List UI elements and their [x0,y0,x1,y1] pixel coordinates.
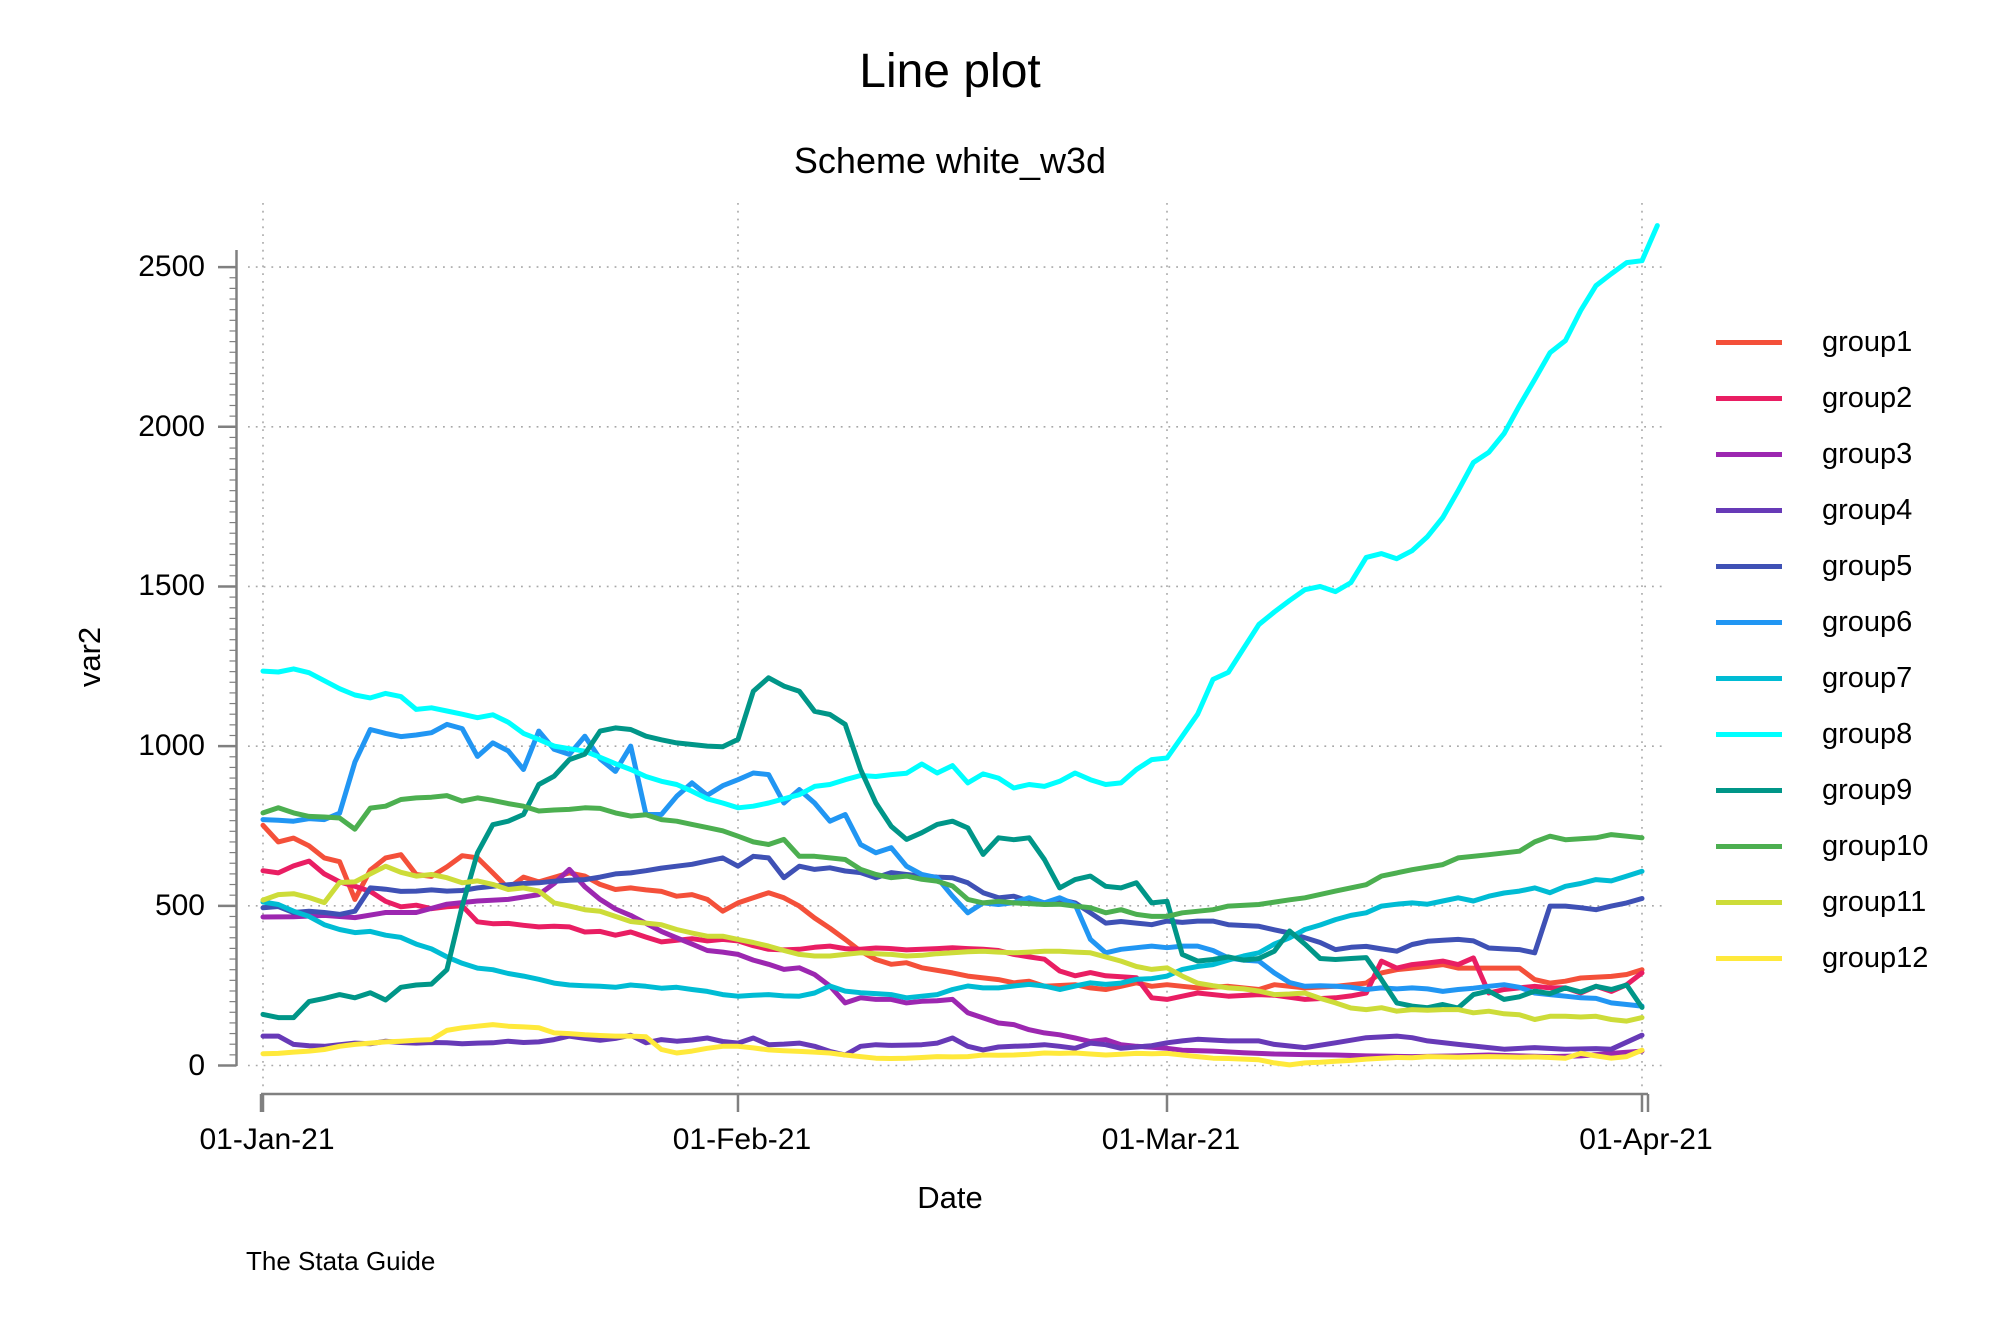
series-line-group1 [260,822,1645,992]
series-line-group2 [260,858,1645,1002]
y-tick-label-2500: 2500 [138,250,205,284]
x-tick-label-01-Feb-21: 01-Feb-21 [672,1123,812,1156]
y-tick-label-1000: 1000 [138,729,205,763]
legend-label-group3: group3 [1822,437,1913,470]
legend-swatch-group3 [1716,451,1782,457]
legend-item-group2: group2 [1716,376,1912,420]
legend-label-group12: group12 [1822,941,1929,974]
legend-label-group7: group7 [1822,661,1913,694]
y-tick-label-2000: 2000 [138,409,205,443]
y-tick-label-1500: 1500 [138,569,205,603]
chart-title: Line plot [859,45,1041,98]
legend-swatch-group1 [1716,339,1782,345]
legend-item-group4: group4 [1716,488,1912,532]
legend-item-group11: group11 [1716,880,1926,924]
x-tick-label-01-Apr-21: 01-Apr-21 [1579,1123,1713,1156]
y-axis-title: var2 [72,626,107,688]
legend-label-group6: group6 [1822,605,1913,638]
series-line-group11 [260,863,1645,1024]
legend-swatch-group7 [1716,675,1782,681]
legend-label-group10: group10 [1822,829,1929,862]
x-axis-title: Date [917,1180,983,1215]
series-line-group12 [260,1022,1645,1068]
legend-swatch-group6 [1716,619,1782,625]
series-line-group8 [260,223,1660,811]
legend-label-group1: group1 [1822,325,1913,358]
series-line-group7 [260,868,1645,1001]
legend-label-group5: group5 [1822,549,1913,582]
legend-item-group12: group12 [1716,936,1928,980]
series-line-group10 [260,793,1645,919]
x-tick-label-01-Mar-21: 01-Mar-21 [1101,1123,1241,1156]
legend-swatch-group9 [1716,787,1782,793]
legend-swatch-group11 [1716,899,1782,905]
chart-caption: The Stata Guide [246,1246,436,1276]
legend-item-group5: group5 [1716,544,1912,588]
legend-swatch-group2 [1716,395,1782,401]
chart-subtitle: Scheme white_w3d [793,140,1107,181]
legend-swatch-group5 [1716,563,1782,569]
legend-item-group7: group7 [1716,656,1912,700]
legend-item-group8: group8 [1716,712,1912,756]
legend-label-group2: group2 [1822,381,1913,414]
legend-item-group1: group1 [1716,320,1912,364]
legend-swatch-group4 [1716,507,1782,513]
legend-item-group6: group6 [1716,600,1912,644]
x-tick-label-01-Jan-21: 01-Jan-21 [199,1123,335,1156]
series-line-group5 [260,853,1645,956]
y-tick-label-0: 0 [188,1048,205,1082]
legend-item-group10: group10 [1716,824,1928,868]
series-line-group9 [260,675,1645,1021]
series-line-group3 [260,866,1645,1060]
legend-swatch-group10 [1716,843,1782,849]
legend-label-group4: group4 [1822,493,1913,526]
series-line-group4 [260,1032,1645,1058]
legend-item-group9: group9 [1716,768,1912,812]
series-line-group6 [260,721,1645,1009]
legend-item-group3: group3 [1716,432,1912,476]
legend-swatch-group12 [1716,955,1782,961]
legend-swatch-group8 [1716,731,1782,737]
y-tick-label-500: 500 [154,888,205,922]
legend-label-group11: group11 [1822,885,1927,918]
legend-label-group8: group8 [1822,717,1913,750]
legend-label-group9: group9 [1822,773,1913,806]
